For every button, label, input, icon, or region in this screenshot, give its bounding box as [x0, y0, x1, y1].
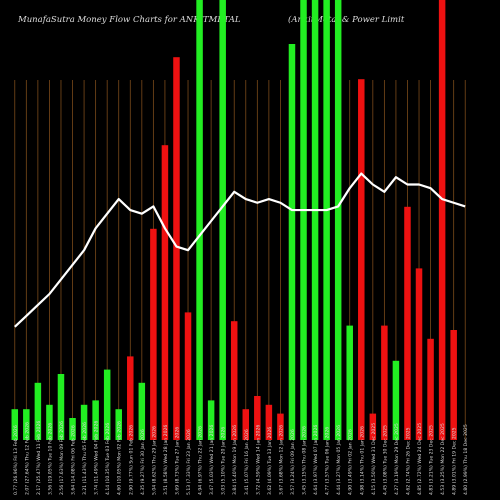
bar	[358, 79, 365, 440]
bar	[242, 409, 250, 440]
x-tick-label: 5.13 (7.33%) Fri 23 Jan 2026	[186, 429, 192, 495]
x-tick-label: 4.60 (10.05%) Mon 02 Feb 2026	[117, 421, 123, 495]
money-flow-line	[14, 172, 466, 328]
x-tick-label: 4.85 (2.72%) Wed 24 Dec 2025	[417, 423, 423, 495]
x-tick-label: 4.44 (3.27%) Mon 05 Jan 2026	[336, 425, 342, 495]
bar	[323, 0, 330, 440]
x-tick-label: 4.89 (3.01%) Fri 19 Dec 2025	[452, 427, 458, 495]
x-tick-label: 3.74 (11.49%) Wed 04 Feb 2026	[94, 421, 100, 495]
x-tick-label: 4.77 (3.57%) Tue 06 Jan 2026	[325, 427, 331, 495]
x-tick-label: 3.69 (8.73%) Tue 27 Jan 2026	[174, 427, 180, 495]
x-tick-label: 3.45 (3.15%) Thu 08 Jan 2026	[302, 426, 308, 495]
chart-subtitle: (AnkitMetal & Power Limit	[288, 15, 405, 25]
x-tick-label: 3.03 (5.10%) Tue 20 Jan 2026	[221, 427, 227, 495]
x-tick-label: 0.77 (26.96%) Fri 13 Feb 2026	[13, 425, 19, 495]
bar	[230, 321, 238, 440]
bar	[115, 409, 122, 440]
bar	[92, 400, 99, 440]
bar	[254, 396, 261, 440]
bar	[346, 325, 353, 440]
bars	[11, 0, 457, 440]
bar	[80, 404, 88, 440]
bar	[392, 360, 400, 440]
bar	[34, 382, 42, 440]
x-tick-label: 2.17 (25.47%) Wed 11 Feb 2026	[36, 421, 42, 495]
bar	[300, 0, 307, 440]
bar	[103, 369, 111, 440]
x-tick-label: 2.07 (27.64%) Thu 12 Feb 2026	[24, 422, 30, 495]
x-tick-label: 2.90 (9.77%) Sun 01 Feb 2026	[128, 425, 134, 495]
x-tick-label: 4.14 (10.35%) Tue 03 Feb 2026	[105, 423, 111, 495]
x-tick-label: 4.45 (3.08%) Tue 30 Dec 2025	[382, 425, 388, 495]
x-tick-label: 3.51 (8.58%) Wed 28 Jan 2026	[163, 425, 169, 495]
bar	[219, 0, 226, 440]
x-tick-label: 4.90 (3.49%) Fri 02 Jan 2026	[348, 429, 354, 495]
bar	[369, 413, 377, 440]
bar	[138, 382, 146, 440]
bar	[57, 374, 65, 440]
x-tick-label: 3.72 (4.59%) Wed 14 Jan 2026	[255, 425, 261, 495]
bar	[196, 0, 203, 440]
bar	[11, 409, 19, 440]
bar	[404, 206, 411, 440]
x-tick-labels: 0.77 (26.96%) Fri 13 Feb 2026 2.07 (27.64…	[13, 421, 469, 495]
bar	[127, 356, 134, 440]
x-tick-label: 3.64 (14.08%) Fri 06 Feb 2026	[71, 425, 77, 495]
x-tick-label: 4.53 (3.25%) Mon 22 Dec 2025	[440, 423, 446, 495]
bar	[438, 0, 446, 440]
x-tick-label: 5.04 (8.62%) Thu 29 Jan 2026	[151, 426, 157, 495]
x-tick-label: 3.21 (11.43%) Thu 05 Feb 2026	[82, 422, 88, 495]
bar	[334, 0, 342, 440]
x-tick-label: 3.57 (3.24%) Fri 09 Jan 2026	[290, 429, 296, 495]
x-tick-label: 4.64 (3.97%) Wed 07 Jan 2026	[313, 425, 319, 495]
x-tick-label: 3.47 (5.03%) Wed 21 Jan 2026	[209, 425, 215, 495]
x-tick-label: 4.94 (6.97%) Thu 22 Jan 2026	[198, 426, 204, 495]
x-tick-label: 4.27 (3.19%) Mon 29 Dec 2025	[394, 423, 400, 495]
bar	[450, 330, 457, 440]
x-tick-label: 3.84 (5.40%) Mon 19 Jan 2026	[232, 425, 238, 495]
bar	[46, 404, 53, 440]
x-tick-label: 3.41 (5.07%) Fri 16 Jan 2026	[244, 429, 250, 495]
x-tick-label: 2.56 (17.63%) Mon 09 Feb 2026	[59, 421, 65, 495]
x-tick-label: 4.35 (9.27%) Fri 30 Jan 2026	[140, 429, 146, 495]
bar	[69, 418, 76, 440]
bar	[23, 409, 30, 440]
bar	[265, 404, 273, 440]
bar	[184, 312, 192, 440]
bar	[277, 413, 284, 440]
x-tick-label: 4.62 (2.74%) Fri 26 Dec 2025	[405, 427, 411, 495]
x-tick-label: 4.98 (3.14%) Thu 01 Jan 2026	[359, 426, 365, 495]
bar	[173, 57, 180, 440]
bar	[427, 338, 434, 440]
x-tick-label: 3.67 (3.68%) Mon 12 Jan 2026	[278, 425, 284, 495]
x-tick-label: 3.56 (19.05%) Tue 10 Feb 2026	[47, 423, 53, 495]
bar	[161, 145, 169, 440]
bar	[381, 325, 388, 440]
x-tick-label: 3.62 (4.09%) Tue 13 Jan 2026	[267, 427, 273, 495]
bar	[415, 268, 423, 440]
bar	[207, 400, 215, 440]
bar	[311, 0, 319, 440]
chart-title: MunafaSutra Money Flow Charts for ANKITM…	[18, 15, 241, 25]
bar	[288, 44, 296, 440]
x-tick-label: 4.83 (3.21%) Tue 23 Dec 2025	[429, 425, 435, 495]
x-tick-label: 4.80 (2.99%) Thu 18 Dec 2025	[463, 424, 469, 495]
x-tick-label: 4.15 (3.50%) Wed 31 Dec 2025	[371, 423, 377, 495]
bar	[150, 228, 157, 440]
